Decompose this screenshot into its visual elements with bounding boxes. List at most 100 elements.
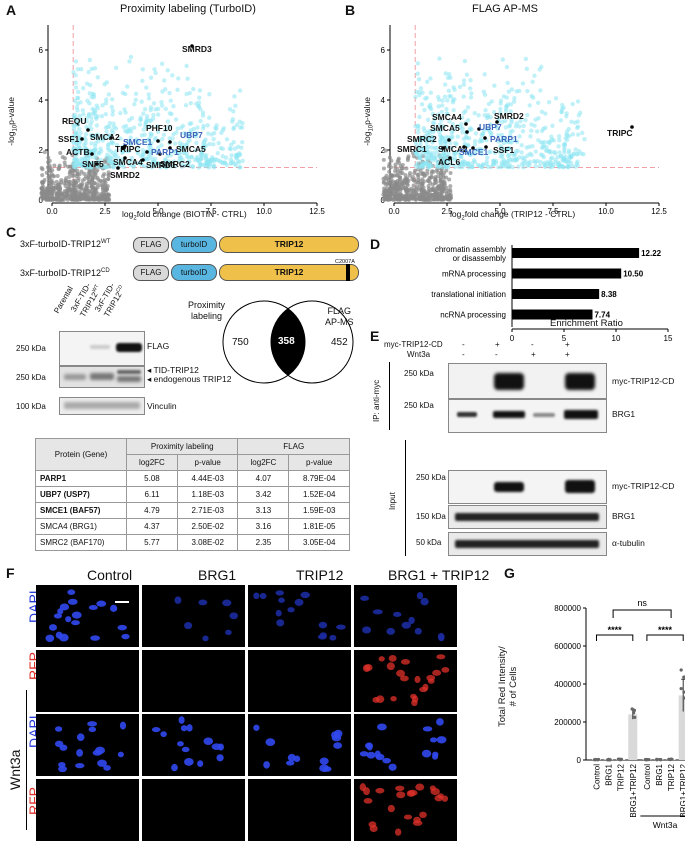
point-cyan — [153, 71, 157, 75]
point-grey — [83, 197, 87, 201]
nucleus — [286, 761, 294, 766]
point-cyan — [229, 147, 233, 151]
data-point — [607, 758, 610, 761]
point-cyan — [439, 135, 443, 139]
point-cyan — [530, 80, 534, 84]
point-cyan — [569, 161, 573, 165]
point-cyan — [420, 102, 424, 106]
value-cell: 4.37 — [127, 519, 178, 535]
point-cyan — [185, 76, 189, 80]
point-cyan — [510, 158, 514, 162]
point-cyan — [516, 149, 520, 153]
point-grey — [107, 193, 111, 197]
nucleus — [333, 742, 342, 749]
point-cyan — [547, 100, 551, 104]
point-cyan — [449, 94, 453, 98]
nucleus — [319, 764, 329, 772]
point-cyan — [468, 86, 472, 90]
point-cyan — [413, 95, 417, 99]
point-cyan — [211, 137, 215, 141]
point-cyan — [199, 157, 203, 161]
data-point — [633, 709, 636, 712]
point-grey — [400, 179, 404, 183]
x-tick-label: TRIP12 — [617, 763, 626, 791]
highlight-point — [465, 130, 469, 134]
nucleus — [45, 635, 54, 642]
highlight-point — [447, 138, 451, 142]
rfp-cell — [401, 659, 410, 665]
point-cyan — [127, 118, 131, 122]
point-grey — [63, 160, 67, 164]
point-cyan — [499, 99, 503, 103]
point-cyan — [550, 124, 554, 128]
nucleus — [295, 599, 304, 606]
data-point — [606, 758, 609, 761]
point-cyan — [451, 98, 455, 102]
point-cyan — [429, 91, 433, 95]
micrograph-dapi — [354, 585, 457, 647]
point-grey — [433, 189, 437, 193]
enrichment-bar — [512, 289, 599, 299]
value-cell: 2.71E-03 — [177, 503, 238, 519]
data-point — [593, 758, 596, 761]
point-grey — [50, 186, 54, 190]
nucleus — [225, 630, 232, 635]
value-cell: 2.35 — [238, 535, 289, 551]
th-proximity: Proximity labeling — [127, 439, 238, 455]
point-cyan — [517, 134, 521, 138]
point-cyan — [171, 104, 175, 108]
panel-label-d: D — [370, 236, 380, 252]
point-cyan — [174, 117, 178, 121]
data-point — [596, 758, 599, 761]
point-cyan — [125, 84, 129, 88]
point-grey — [84, 194, 88, 198]
nucleus — [360, 751, 369, 756]
nucleus — [222, 599, 231, 606]
nucleus — [260, 593, 267, 599]
nucleus — [87, 721, 97, 726]
point-grey — [435, 194, 439, 198]
point-cyan — [176, 76, 180, 80]
significance-label: **** — [608, 625, 623, 635]
point-cyan — [96, 75, 100, 79]
x-tick-label: BRG1 — [655, 763, 664, 785]
f-col-brg1: BRG1 — [198, 567, 236, 583]
point-grey — [50, 197, 54, 201]
point-cyan — [521, 129, 525, 133]
point-grey — [72, 195, 76, 199]
point-cyan — [549, 150, 553, 154]
micrograph-rfp — [248, 650, 351, 712]
rfp-cell — [370, 825, 378, 832]
highlight-point — [90, 152, 94, 156]
point-grey — [44, 190, 48, 194]
point-grey — [448, 184, 452, 188]
nucleus — [177, 741, 184, 746]
nucleus — [198, 600, 207, 606]
point-grey — [382, 166, 386, 170]
point-grey — [58, 186, 62, 190]
point-grey — [98, 183, 102, 187]
rfp-cell — [419, 687, 427, 692]
blot-flag — [59, 331, 145, 366]
nucleus — [55, 741, 63, 747]
point-cyan — [175, 88, 179, 92]
point-grey — [382, 158, 386, 162]
point-grey — [64, 181, 68, 185]
volcano-a-ylabel: -log10p-value — [6, 97, 19, 146]
blot-label-endogenous: ◂ endogenous TRIP12 — [147, 375, 231, 384]
point-cyan — [470, 161, 474, 165]
data-point — [617, 758, 620, 761]
gene-label: UBP7 — [180, 130, 203, 140]
nucleus — [118, 625, 127, 630]
point-cyan — [505, 81, 509, 85]
point-cyan — [201, 124, 205, 128]
significance-bracket — [613, 610, 671, 618]
rfp-cell — [441, 667, 449, 673]
point-cyan — [110, 105, 114, 109]
point-grey — [46, 195, 50, 199]
point-cyan — [427, 162, 431, 166]
panel-label-f: F — [6, 565, 15, 581]
enrichment-bar — [512, 269, 621, 279]
point-grey — [413, 197, 417, 201]
construct-cd-label: 3xF-turboID-TRIP12CD — [20, 268, 110, 278]
